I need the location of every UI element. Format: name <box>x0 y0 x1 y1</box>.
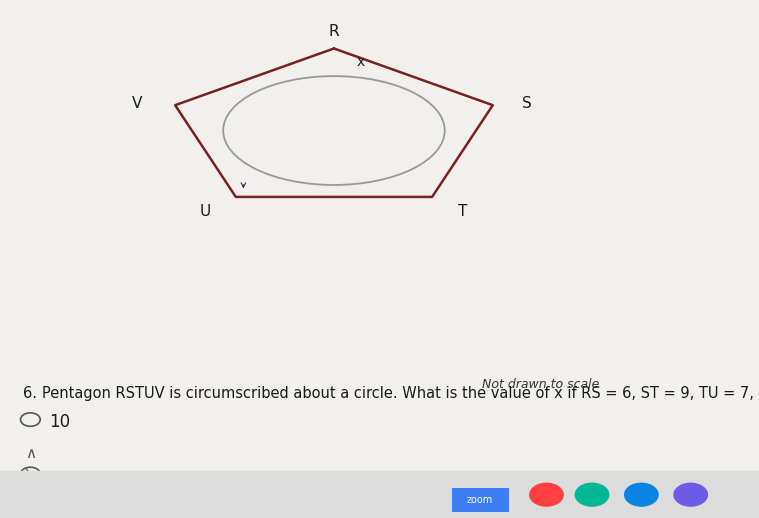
Text: Not drawn to scale: Not drawn to scale <box>482 378 600 391</box>
Text: ∧: ∧ <box>25 446 36 461</box>
Text: x: x <box>357 54 364 68</box>
Text: Pentagon RSTUV is circumscribed about a circle. What is the value of x if RS = 6: Pentagon RSTUV is circumscribed about a … <box>42 386 759 401</box>
Text: V: V <box>132 96 143 111</box>
Text: S: S <box>522 96 532 111</box>
Text: 6.: 6. <box>23 386 36 401</box>
Text: R: R <box>329 24 339 39</box>
Text: zoom: zoom <box>467 495 493 505</box>
Text: T: T <box>458 204 467 219</box>
Text: U: U <box>200 204 211 219</box>
Text: 10: 10 <box>49 413 71 431</box>
